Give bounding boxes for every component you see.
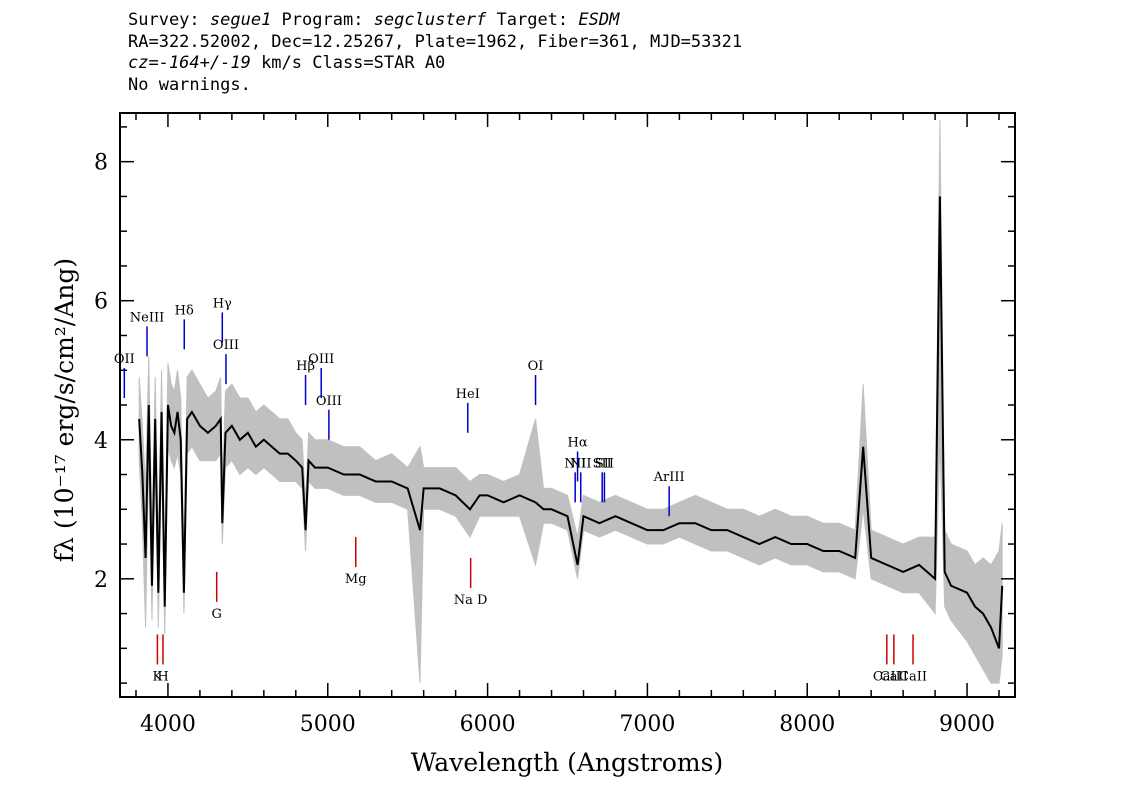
y-axis-title: fλ (10⁻¹⁷ erg/s/cm²/Ang): [50, 258, 79, 562]
plot-frame: [119, 112, 1016, 698]
x-tick-label: 6000: [460, 712, 516, 737]
emission-line-label: HeI: [456, 387, 480, 402]
flux-layer: [138, 196, 1004, 649]
header-survey-line: Survey: segue1 Program: segclusterf Targ…: [128, 10, 742, 32]
axis-ticks: 4000 5000 6000 7000 8000 9000 2 4 6 8: [94, 113, 1015, 737]
absorption-line-label: Na D: [454, 593, 488, 608]
y-tick-label: 6: [94, 290, 108, 315]
emission-line-label: NII: [570, 456, 592, 471]
absorption-line-label: CaII: [899, 669, 927, 684]
target-value: ESDM: [578, 10, 620, 30]
emission-line-label: Hβ: [296, 359, 315, 374]
absorption-line-label: H: [157, 669, 168, 684]
x-tick-label: 7000: [619, 712, 675, 737]
absorption-line-label: CaII: [873, 669, 901, 684]
survey-value: segue1: [209, 10, 272, 30]
emission-line-label: SII: [593, 456, 612, 471]
x-tick-label: 5000: [300, 712, 356, 737]
absorption-line-label: Mg: [345, 572, 367, 587]
emission-line-label: OI: [528, 359, 544, 374]
header-coordinates-line: RA=322.52002, Dec=12.25267, Plate=1962, …: [128, 31, 743, 52]
class-text: km/s Class=STAR A0: [250, 53, 446, 73]
y-tick-label: 4: [94, 429, 108, 454]
x-tick-label: 8000: [779, 712, 835, 737]
header-redshift-line: cz=-164+/-19 km/s Class=STAR A0: [128, 53, 742, 75]
program-label: Program:: [271, 10, 374, 30]
emission-line-label: NII: [564, 456, 586, 471]
x-tick-label: 4000: [140, 712, 196, 737]
emission-line-label: OIII: [308, 352, 334, 367]
absorption-line-label: CaII: [880, 669, 908, 684]
emission-line-label: OIII: [316, 394, 342, 409]
spectrum-header: Survey: segue1 Program: segclusterf Targ…: [128, 10, 742, 96]
emission-line-label: OIII: [213, 338, 239, 353]
survey-label: Survey:: [128, 10, 210, 30]
y-tick-label: 8: [94, 151, 108, 176]
error-band: [138, 119, 1003, 684]
emission-line-label: NeIII: [130, 310, 164, 325]
redshift-value: cz=-164+/-19: [128, 53, 251, 73]
x-tick-label: 9000: [939, 712, 995, 737]
emission-line-label: Hγ: [213, 296, 232, 311]
emission-line-label: SII: [595, 456, 614, 471]
target-label: Target:: [486, 10, 579, 30]
error-band-layer: [138, 119, 1003, 684]
flux-line: [138, 196, 1004, 649]
emission-line-label: Hα: [568, 435, 588, 450]
absorption-line-label: K: [153, 669, 163, 684]
absorption-line-label: G: [211, 607, 221, 622]
y-tick-label: 2: [94, 568, 108, 593]
emission-line-label: ArIII: [653, 470, 685, 485]
x-axis-title: Wavelength (Angstroms): [411, 748, 723, 777]
emission-line-label: Hδ: [175, 303, 194, 318]
header-warnings-line: No warnings.: [128, 74, 251, 95]
program-value: segclusterf: [373, 10, 487, 30]
emission-line-label: OII: [114, 352, 135, 367]
